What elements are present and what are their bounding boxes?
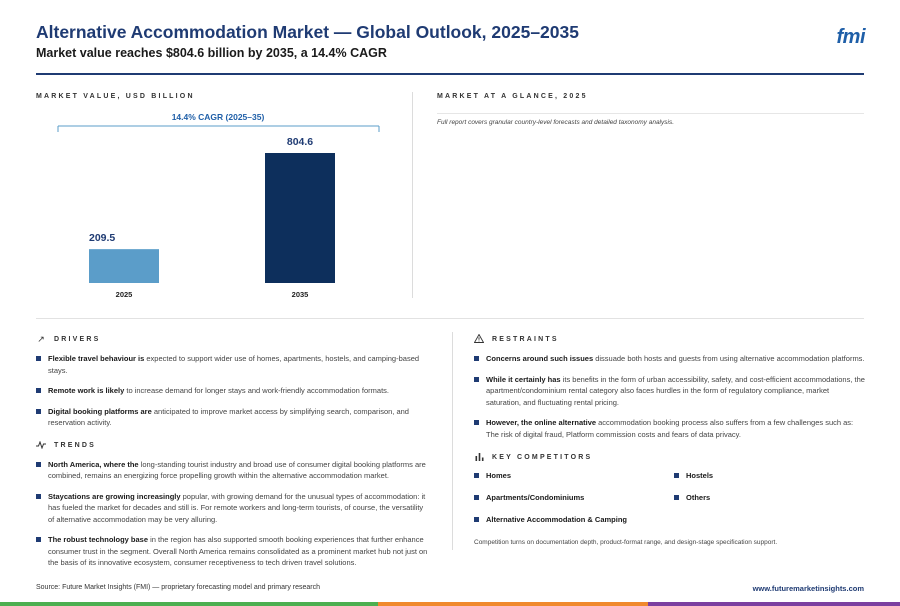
category-label-2035: 2035 [292,290,309,299]
competitor-item: Apartments/Condominiums [474,493,674,502]
trends-header: TRENDS [36,440,431,451]
market-at-a-glance-label: MARKET AT A GLANCE, 2025 [437,93,588,100]
glance-divider [437,113,864,114]
bullet-square-icon [36,493,41,499]
driver-bold: Remote work is likely [48,386,125,395]
trends-label: TRENDS [54,442,96,449]
fmi-logo[interactable]: fmi [836,26,866,48]
cagr-annotation: 14.4% CAGR (2025–35) [172,112,265,122]
competitors-label: KEY COMPETITORS [492,454,593,461]
competitor-item: Others [674,493,864,502]
bullet-square-icon [474,517,479,522]
trends-list: North America, where the long-standing t… [36,459,431,569]
trend-text: popular, with growing demand for the unu… [48,491,426,524]
bullet-square-icon [474,495,479,500]
trend-item: North America, where the long-standing t… [36,459,431,482]
page-subtitle: Market value reaches $804.6 billion by 2… [36,46,387,60]
footer-color-bar [0,602,900,606]
competitor-name: Others [686,493,711,502]
section-divider [36,318,864,319]
restraint-text: its benefits in the form of urban access… [486,374,865,407]
page-title: Alternative Accommodation Market — Globa… [36,22,579,42]
bullet-square-icon [474,420,479,425]
bullet-square-icon [36,356,41,361]
glance-note: Full report covers granular country-leve… [437,119,675,126]
competitors-grid: Homes Hostels Apartments/Condominiums Ot… [474,471,866,524]
bar-2035 [265,153,335,283]
competitor-name: Apartments/Condominiums [486,493,585,502]
value-label-2025: 209.5 [89,232,115,244]
footer-url-link[interactable]: www.futuremarketinsights.com [752,584,864,593]
footer-bar-green [0,602,378,606]
driver-text: to increase demand for longer stays and … [124,386,390,395]
competitor-name: Homes [486,471,512,480]
driver-item: Digital booking platforms are anticipate… [36,406,431,429]
bullet-square-icon [674,495,679,500]
competitor-item: Hostels [674,471,864,480]
competitor-item: Homes [474,471,674,480]
competitor-name: Hostels [686,471,714,480]
trend-text: in the region has also supported smooth … [48,535,428,567]
competitor-item: Alternative Accommodation & Camping [474,515,674,524]
competitors-header: KEY COMPETITORS [474,452,866,463]
driver-text: expected to support wider use of homes, … [48,354,420,375]
competitors-note: Competition turns on documentation depth… [474,539,778,546]
bullet-square-icon [36,388,41,393]
bullet-square-icon [36,537,41,542]
driver-bold: Flexible travel behaviour is [48,354,145,363]
trend-bold: The robust technology base [48,535,149,544]
right-column: RESTRAINTS Concerns around such issues d… [473,333,866,546]
market-value-chart: 14.4% CAGR (2025–35) 209.5 2025 804.6 2035 [57,112,380,299]
footer-source: Source: Future Market Insights (FMI) — p… [36,584,320,591]
value-label-2035: 804.6 [287,136,313,148]
restraint-text: dissuade both hosts and guests from usin… [593,354,865,363]
drivers-header: ↗ DRIVERS [36,334,431,345]
restraint-item: However, the online alternative accommod… [474,417,866,440]
bullet-square-icon [474,376,479,382]
bullet-square-icon [36,408,41,414]
footer-bar-orange [378,602,648,606]
restraints-list: Concerns around such issues dissuade bot… [474,353,866,440]
cagr-bracket [57,125,380,132]
restraints-header: RESTRAINTS [473,333,866,345]
drivers-list: Flexible travel behaviour is expected to… [36,353,431,429]
market-value-label: MARKET VALUE, USD BILLION [36,93,195,100]
bar-2025 [89,249,159,283]
restraints-label: RESTRAINTS [492,336,559,343]
top-vertical-divider [412,92,413,298]
warning-triangle-icon [473,333,485,345]
bar-chart-icon [474,452,484,463]
bullet-square-icon [474,356,479,361]
footer-bar-purple [648,602,900,606]
drivers-label: DRIVERS [54,336,101,343]
arrow-up-right-icon: ↗ [37,334,45,344]
driver-bold: Digital booking platforms are [48,406,152,416]
header-divider [36,73,864,75]
category-label-2025: 2025 [116,290,133,299]
bottom-vertical-divider [452,332,453,550]
driver-text: anticipated to improve market access by … [48,406,409,428]
restraint-item: While it certainly has its benefits in t… [474,374,866,409]
trend-item: The robust technology base in the region… [36,534,431,569]
driver-item: Remote work is likely to increase demand… [36,385,431,397]
competitor-name: Alternative Accommodation & Camping [486,515,627,524]
bullet-square-icon [674,473,679,478]
trend-text: long-standing tourist industry and broad… [48,459,426,481]
restraint-text: accommodation booking process also suffe… [486,418,854,439]
bullet-square-icon [36,461,41,467]
bullet-square-icon [474,473,479,478]
restraint-item: Concerns around such issues dissuade bot… [474,353,866,365]
restraint-bold: However, the online alternative [486,418,597,427]
left-column: ↗ DRIVERS Flexible travel behaviour is e… [36,334,431,578]
restraint-bold: Concerns around such issues [486,354,594,363]
trend-bold: North America, where the [48,459,139,469]
driver-item: Flexible travel behaviour is expected to… [36,353,431,376]
trend-bold: Staycations are growing increasingly [48,491,181,501]
trend-item: Staycations are growing increasingly pop… [36,491,431,526]
trend-line-icon [36,440,46,451]
restraint-bold: While it certainly has [486,374,561,384]
